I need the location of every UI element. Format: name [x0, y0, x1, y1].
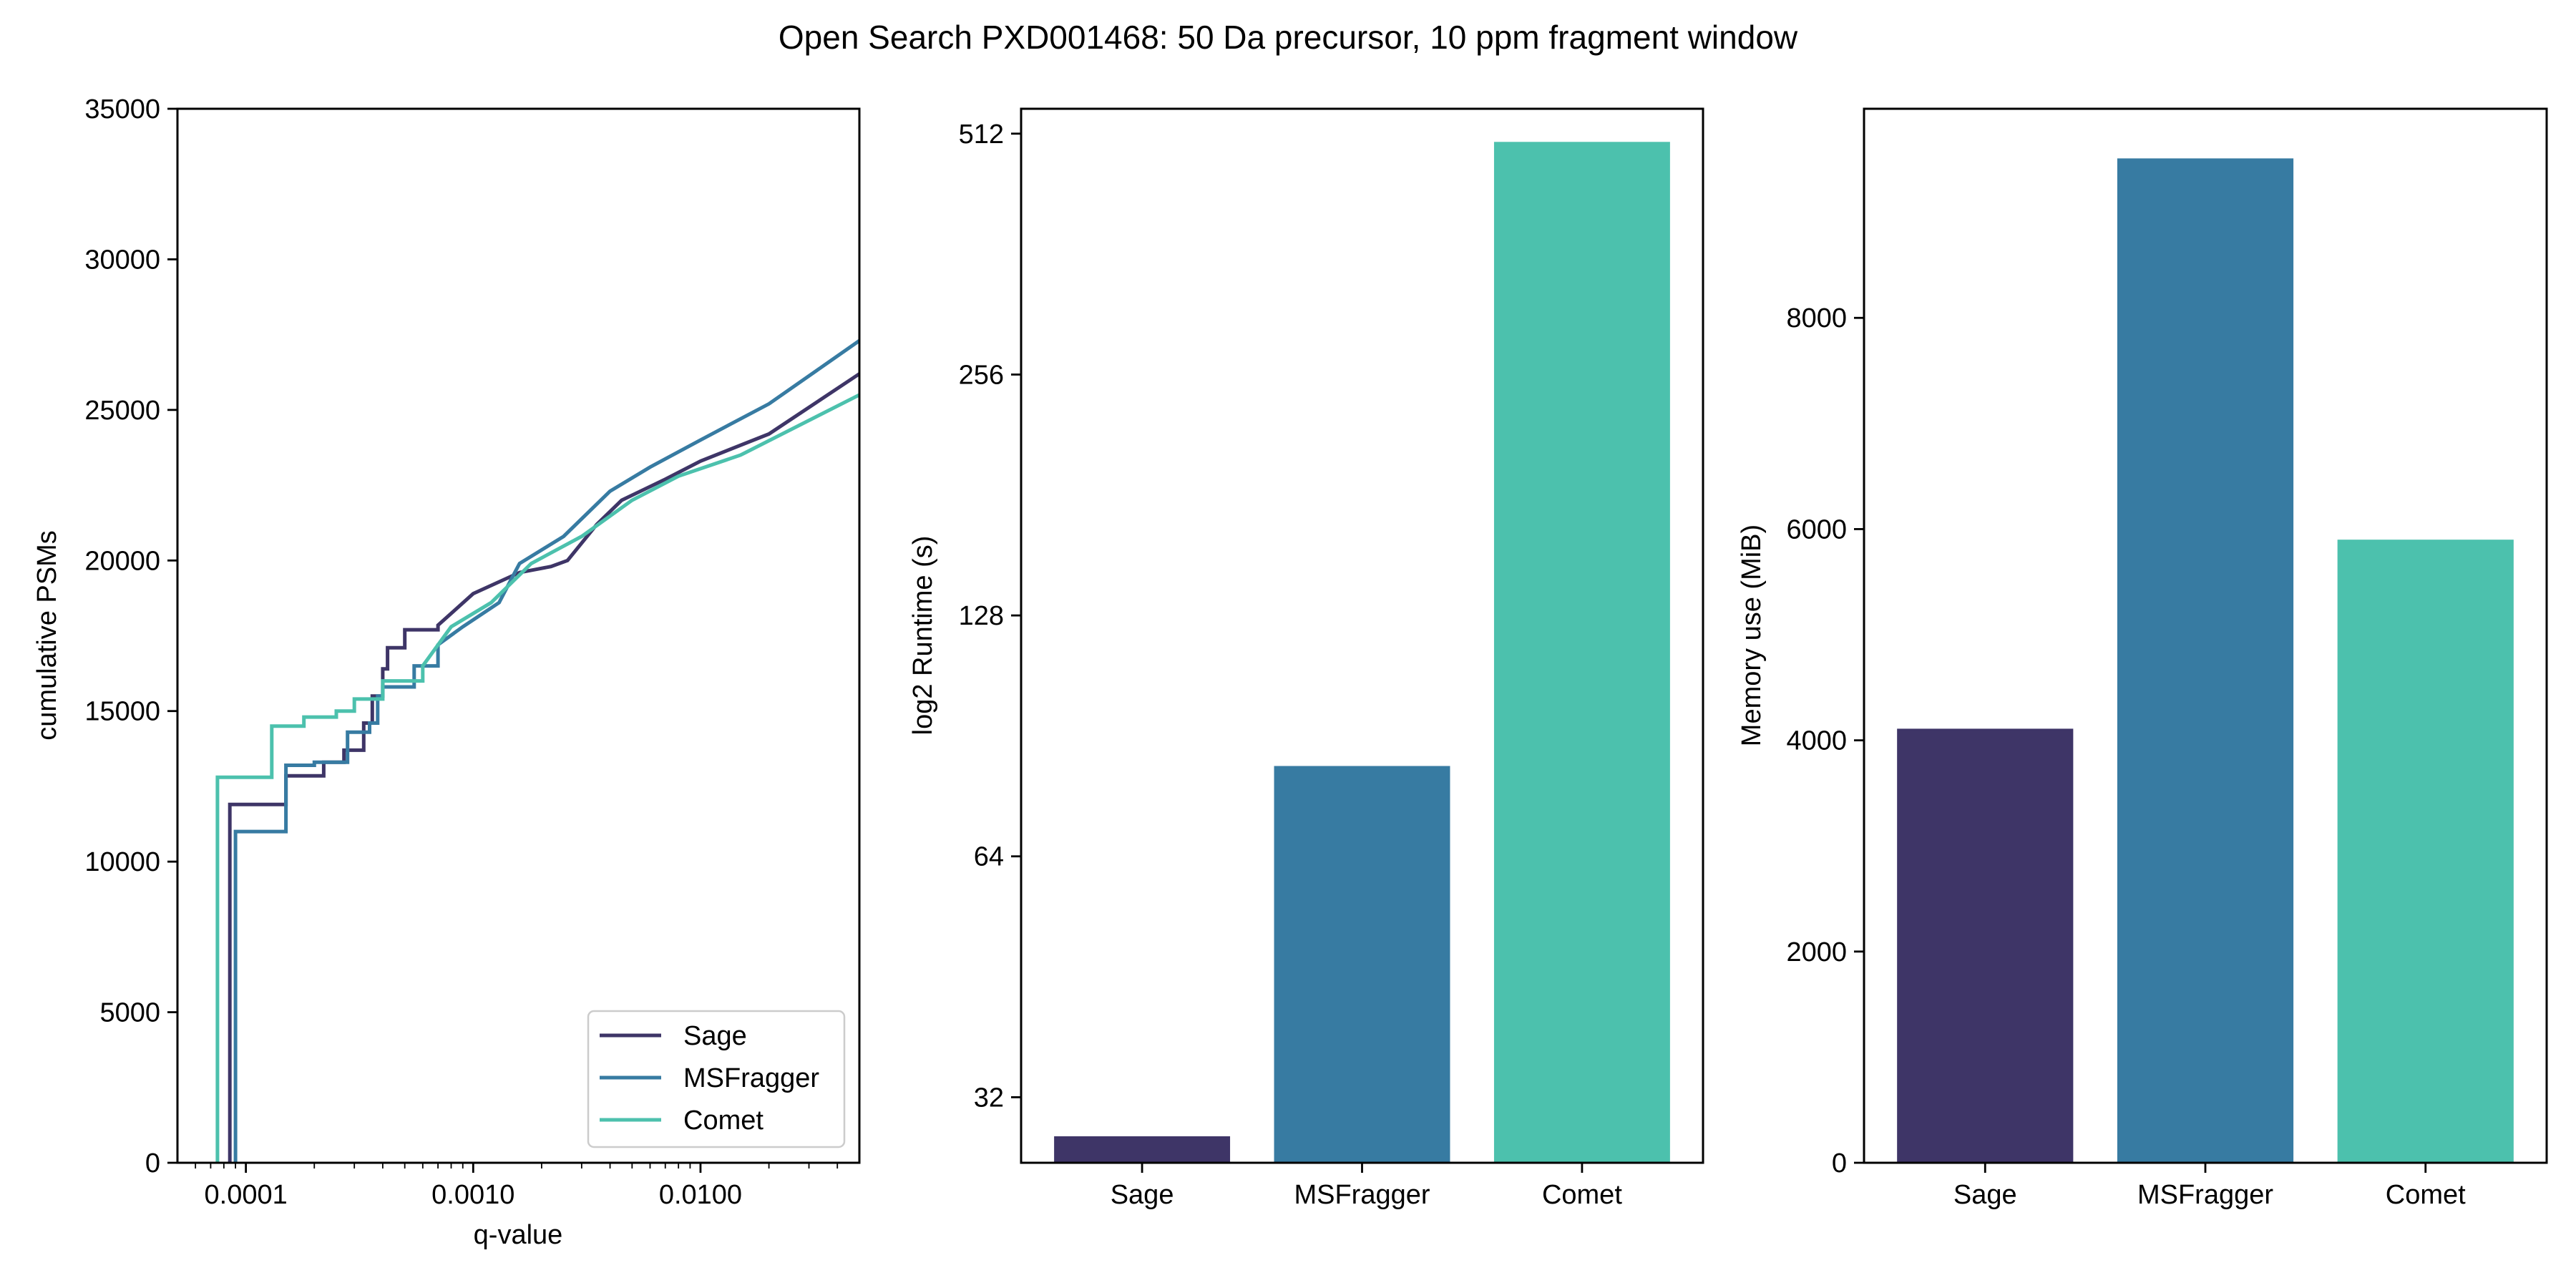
y-tick-label: 10000 [84, 847, 160, 877]
y-tick-label: 4000 [1786, 726, 1847, 756]
bar-sage [1897, 728, 2074, 1163]
bar-msfragger [1274, 766, 1450, 1163]
y-tick-label: 15000 [84, 697, 160, 727]
runtime-ticks: Sage MSFragger Comet 32 64 128 256 512 [959, 119, 1623, 1210]
memory-panel: Sage MSFragger Comet 0 2000 4000 6000 8000 Memo… [1737, 107, 2548, 1210]
legend: Sage MSFragger Comet [587, 1010, 846, 1148]
series-line-comet [215, 393, 859, 1163]
y-tick-label: 0 [145, 1148, 160, 1179]
runtime-ylabel: log2 Runtime (s) [908, 536, 938, 736]
bar-msfragger [2117, 158, 2294, 1163]
x-tick-label: 0.0010 [431, 1180, 514, 1210]
y-tick-label: 32 [974, 1083, 1004, 1113]
y-tick-label: 64 [974, 842, 1004, 872]
y-tick-label: 512 [959, 119, 1004, 150]
x-tick-label: 0.0100 [659, 1180, 742, 1210]
psm-axes-frame [176, 107, 861, 1164]
memory-ylabel: Memory use (MiB) [1737, 525, 1767, 746]
y-tick-label: 256 [959, 360, 1004, 390]
psm-xlabel: q-value [474, 1220, 563, 1250]
y-tick-label: 20000 [84, 546, 160, 576]
bar-comet [1493, 142, 1670, 1163]
y-tick-label: 0 [1832, 1148, 1847, 1179]
x-tick-label-sage: Sage [1953, 1180, 2017, 1210]
runtime-panel: Sage MSFragger Comet 32 64 128 256 512 log2 Run… [908, 107, 1704, 1210]
memory-bars [1897, 158, 2514, 1163]
y-tick-label: 6000 [1786, 514, 1847, 545]
legend-label-comet: Comet [683, 1106, 763, 1136]
psm-ylabel: cumulative PSMs [32, 530, 62, 741]
x-tick-label-comet: Comet [1542, 1180, 1622, 1210]
psm-panel: 0.0001 0.0010 0.0100 0 5000 10000 15000 20000 25… [32, 94, 861, 1250]
legend-label-msfragger: MSFragger [683, 1063, 819, 1093]
y-tick-label: 5000 [99, 998, 160, 1028]
series-line-msfragger [233, 339, 859, 1163]
x-tick-label-msfragger: MSFragger [1294, 1180, 1430, 1210]
psm-lines [215, 339, 859, 1163]
y-tick-label: 35000 [84, 94, 160, 125]
bar-sage [1054, 1136, 1231, 1163]
y-tick-label: 30000 [84, 245, 160, 275]
y-tick-label: 2000 [1786, 937, 1847, 967]
x-tick-label-sage: Sage [1111, 1180, 1174, 1210]
legend-label-sage: Sage [683, 1021, 747, 1051]
y-tick-label: 128 [959, 601, 1004, 631]
bar-comet [2337, 540, 2514, 1163]
runtime-bars [1054, 142, 1670, 1163]
y-tick-label: 25000 [84, 396, 160, 426]
memory-ticks: Sage MSFragger Comet 0 2000 4000 6000 8000 [1786, 303, 2466, 1210]
x-tick-label-comet: Comet [2386, 1180, 2466, 1210]
x-tick-label: 0.0001 [205, 1180, 288, 1210]
legend-box [587, 1010, 846, 1148]
x-tick-label-msfragger: MSFragger [2137, 1180, 2273, 1210]
psm-ticks: 0.0001 0.0010 0.0100 0 5000 10000 15000 20000 25… [84, 94, 839, 1210]
y-tick-label: 8000 [1786, 303, 1847, 333]
figure-title: Open Search PXD001468: 50 Da precursor, … [779, 19, 1798, 56]
